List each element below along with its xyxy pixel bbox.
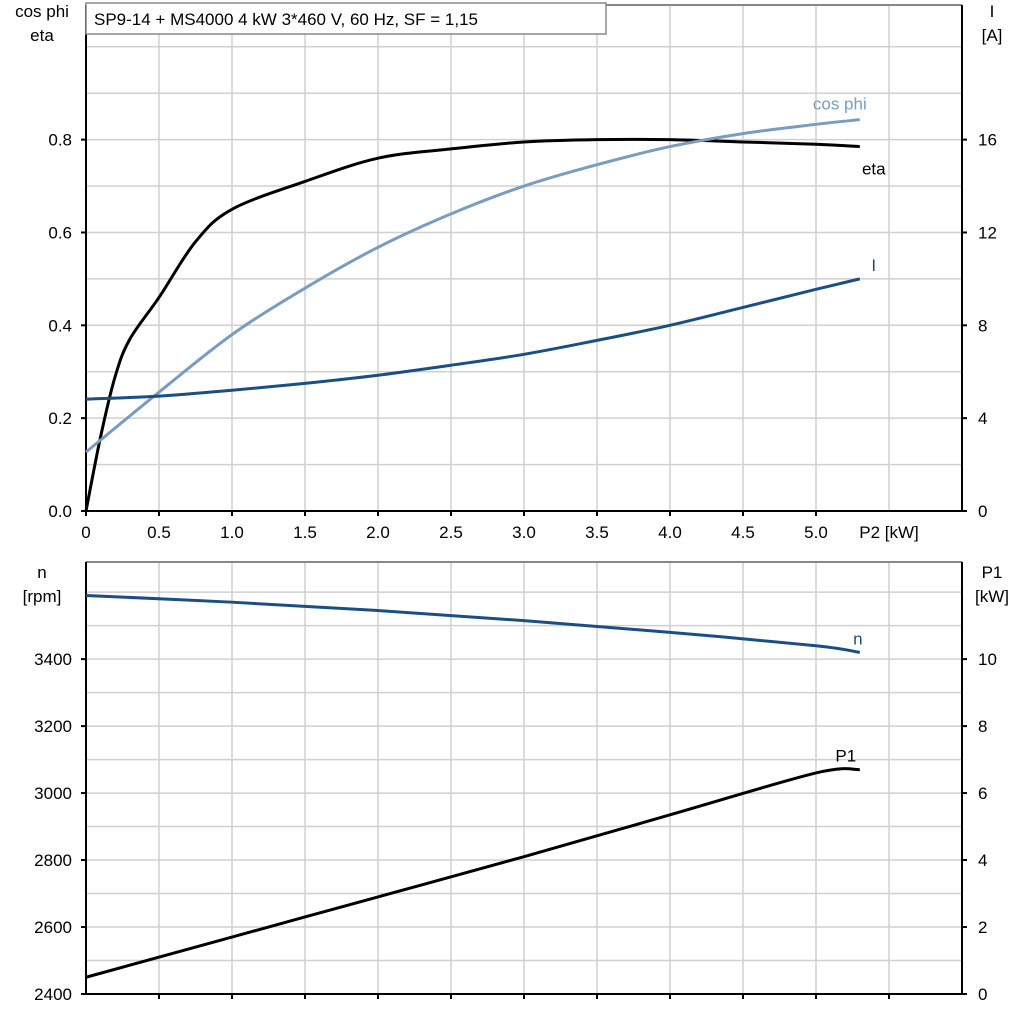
series-line-I <box>85 277 861 401</box>
series-label-cos-phi: cos phi <box>813 95 867 114</box>
y-tick-label-left: 0.6 <box>48 223 72 242</box>
chart-title: SP9-14 + MS4000 4 kW 3*460 V, 60 Hz, SF … <box>94 10 478 29</box>
title-box <box>85 2 607 35</box>
y-tick-label-left: 0.8 <box>48 131 72 150</box>
y-tick-label-right: 4 <box>978 409 987 428</box>
y-axis-label-right: P1 <box>982 563 1003 582</box>
y-tick-label-right: 4 <box>978 851 987 870</box>
x-tick-label: 4.0 <box>658 523 682 542</box>
y-axis-label-left: eta <box>30 26 54 45</box>
y-tick-label-right: 16 <box>978 131 997 150</box>
y-tick-label-right: 10 <box>978 650 997 669</box>
x-tick-label: 2.0 <box>366 523 390 542</box>
y-tick-label-left: 0.0 <box>48 502 72 521</box>
y-tick-label-left: 3200 <box>34 717 72 736</box>
x-tick-label: 1.5 <box>293 523 317 542</box>
y-axis-label-right: I <box>990 2 995 21</box>
y-axis-label-left: cos phi <box>15 2 69 21</box>
y-tick-label-right: 12 <box>978 223 997 242</box>
y-tick-label-left: 0.4 <box>48 316 72 335</box>
x-tick-label: 3.0 <box>512 523 536 542</box>
series-line-n <box>85 593 861 654</box>
series-line-cos-phi <box>85 118 860 454</box>
y-tick-label-left: 3000 <box>34 784 72 803</box>
y-tick-label-right: 8 <box>978 717 987 736</box>
y-tick-label-right: 6 <box>978 784 987 803</box>
y-axis-label-right: [kW] <box>975 587 1009 606</box>
x-tick-label: 2.5 <box>439 523 463 542</box>
y-tick-label-left: 2600 <box>34 918 72 937</box>
series-label-eta: eta <box>862 160 886 179</box>
x-tick-label: 5.0 <box>804 523 828 542</box>
y-axis-label-left: n <box>37 563 46 582</box>
y-tick-label-right: 2 <box>978 918 987 937</box>
series-label-n: n <box>853 629 862 648</box>
x-tick-label: 4.5 <box>731 523 755 542</box>
y-tick-label-left: 2800 <box>34 851 72 870</box>
x-tick-label: 1.0 <box>220 523 244 542</box>
x-axis-label: P2 [kW] <box>859 523 919 542</box>
x-tick-label: 0 <box>81 523 90 542</box>
y-tick-label-right: 0 <box>978 985 987 1004</box>
y-axis-label-right: [A] <box>982 26 1003 45</box>
y-axis-label-left: [rpm] <box>23 587 62 606</box>
series-label-P1: P1 <box>835 747 856 766</box>
y-tick-label-right: 0 <box>978 502 987 521</box>
series-label-I: I <box>871 256 876 275</box>
y-tick-label-right: 8 <box>978 316 987 335</box>
y-tick-label-left: 0.2 <box>48 409 72 428</box>
x-tick-label: 3.5 <box>585 523 609 542</box>
x-tick-label: 0.5 <box>147 523 171 542</box>
y-tick-label-left: 3400 <box>34 650 72 669</box>
series-line-P1 <box>85 767 860 979</box>
y-tick-label-left: 2400 <box>34 985 72 1004</box>
